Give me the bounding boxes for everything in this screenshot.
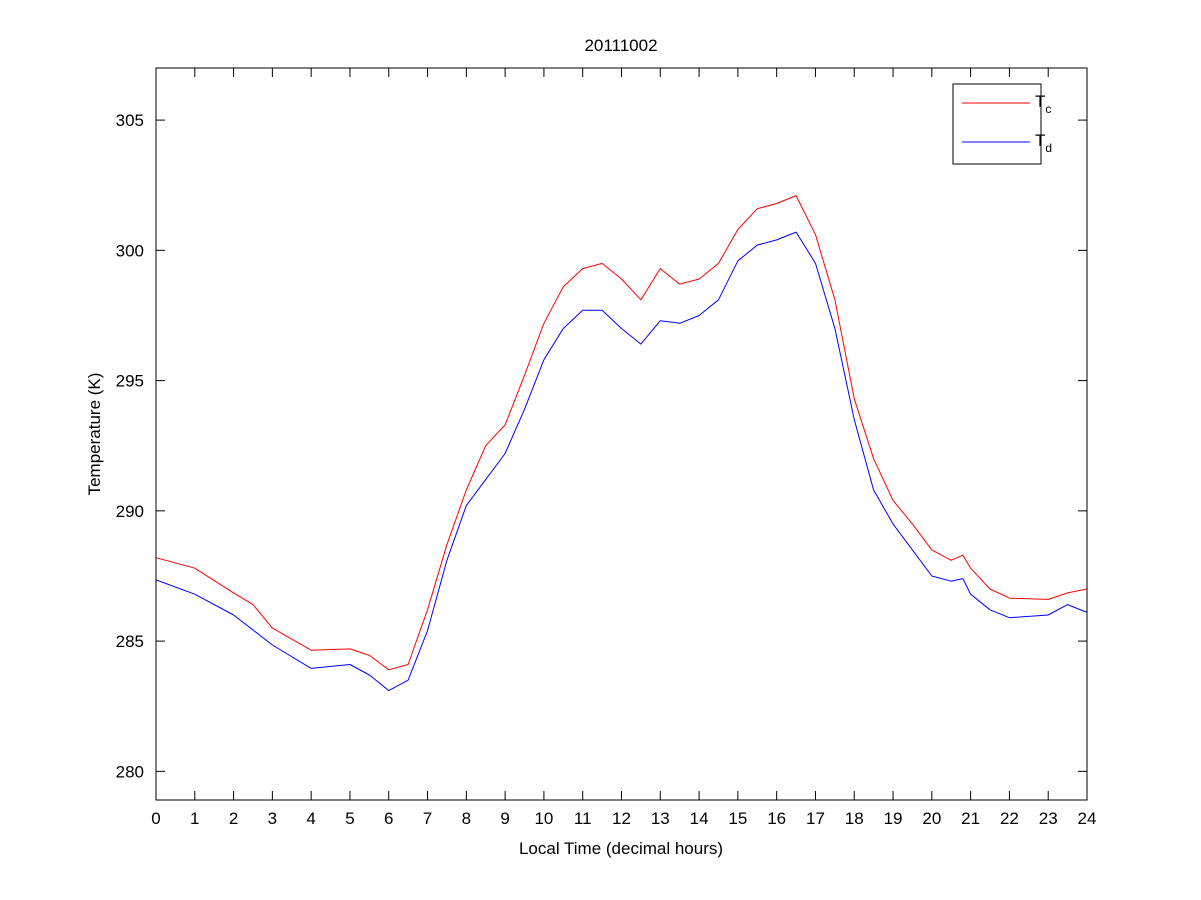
x-tick-label: 10 [534, 809, 553, 828]
x-tick-label: 20 [922, 809, 941, 828]
x-tick-label: 8 [462, 809, 471, 828]
legend: Tc Td [952, 83, 1052, 165]
y-tick-label: 300 [116, 241, 144, 260]
x-tick-label: 12 [612, 809, 631, 828]
y-tick-label: 285 [116, 632, 144, 651]
x-tick-label: 9 [500, 809, 509, 828]
x-tick-label: 0 [151, 809, 160, 828]
y-tick-label: 305 [116, 111, 144, 130]
x-tick-label: 17 [806, 809, 825, 828]
x-tick-label: 16 [767, 809, 786, 828]
x-tick-label: 22 [1000, 809, 1019, 828]
x-tick-label: 11 [574, 809, 592, 828]
x-tick-label: 5 [345, 809, 354, 828]
x-tick-label: 21 [961, 809, 980, 828]
x-tick-label: 4 [306, 809, 315, 828]
x-tick-label: 18 [845, 809, 864, 828]
x-tick-label: 23 [1039, 809, 1058, 828]
x-tick-label: 24 [1078, 809, 1097, 828]
x-axis-label: Local Time (decimal hours) [519, 839, 723, 858]
y-tick-label: 290 [116, 502, 144, 521]
x-tick-label: 19 [884, 809, 903, 828]
x-tick-label: 13 [651, 809, 670, 828]
series-line-td [155, 231, 1088, 692]
legend-box [952, 83, 1042, 165]
x-tick-label: 2 [229, 809, 238, 828]
y-tick-label: 295 [116, 372, 144, 391]
plot-area-frame [155, 67, 1088, 801]
x-tick-label: 3 [268, 809, 277, 828]
legend-label-tc: Tc [1035, 92, 1051, 116]
x-tick-label: 14 [690, 809, 709, 828]
series-line-tc [155, 195, 1088, 671]
x-tick-label: 15 [728, 809, 747, 828]
x-tick-label: 1 [190, 809, 199, 828]
chart-title: 20111002 [584, 36, 657, 55]
x-tick-label: 6 [384, 809, 393, 828]
y-axis-label: Temperature (K) [85, 373, 104, 496]
legend-label-td: Td [1035, 131, 1052, 155]
x-tick-label: 7 [423, 809, 432, 828]
y-tick-label: 280 [116, 762, 144, 781]
